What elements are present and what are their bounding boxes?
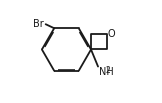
Text: Br: Br (33, 19, 44, 29)
Text: NH: NH (98, 67, 113, 77)
Text: 2: 2 (106, 66, 110, 75)
Text: O: O (107, 29, 115, 39)
